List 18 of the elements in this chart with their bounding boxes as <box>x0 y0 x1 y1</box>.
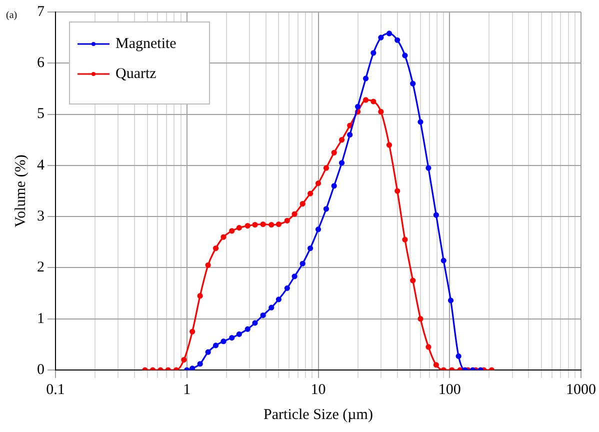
y-tick-label: 0 <box>37 362 44 378</box>
x-axis-title: Particle Size (µm) <box>264 406 373 423</box>
x-tick-label: 100 <box>438 382 461 398</box>
y-tick-label: 2 <box>37 260 44 276</box>
y-tick-label: 3 <box>37 208 44 225</box>
y-tick-label: 1 <box>37 310 44 327</box>
y-tick-label: 5 <box>37 106 44 122</box>
x-tick-label: 1000 <box>566 382 596 398</box>
y-axis-title: Volume (%) <box>12 154 29 228</box>
x-tick-label: 1 <box>183 382 191 398</box>
y-tick-label: 6 <box>37 55 45 72</box>
x-tick-label: 10 <box>310 382 326 398</box>
legend-label: Magnetite <box>116 36 177 52</box>
legend-label: Quartz <box>116 66 157 82</box>
y-tick-label: 7 <box>37 4 45 20</box>
x-tick-label: 0.1 <box>46 382 65 398</box>
y-tick-label: 4 <box>37 157 45 174</box>
text: (a) <box>6 10 18 21</box>
